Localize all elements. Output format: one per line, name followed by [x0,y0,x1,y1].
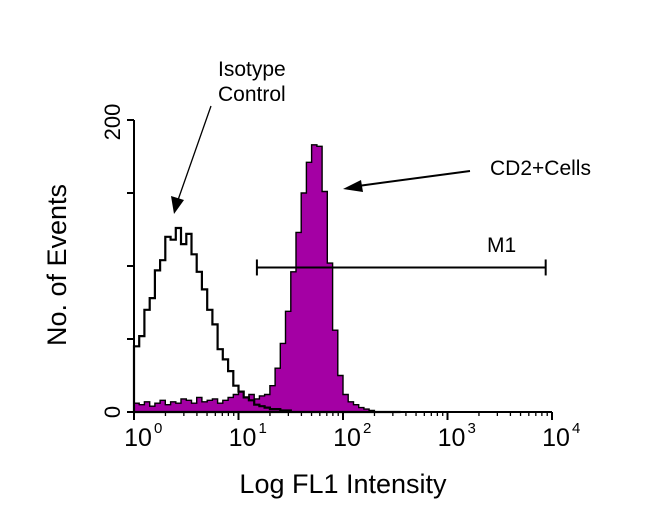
isotype-arrowhead [171,196,184,214]
cd2-arrowhead [343,180,363,192]
axes [127,119,553,420]
y-tick-label-0: 0 [100,406,125,418]
m1-marker: M1 [255,234,547,276]
x-tick-label-exponent: 0 [154,420,162,437]
histogram-cd2-cells [133,144,401,413]
isotype-label-line2: Control [218,83,286,106]
x-tick-label-base: 10 [542,424,570,452]
x-tick-label-base: 10 [124,424,152,452]
y-axis-label: No. of Events [42,184,72,346]
x-tick-label-base: 10 [438,424,466,452]
isotype-arrow [177,105,212,201]
x-tick-label-base: 10 [333,424,361,452]
y-tick-label-200: 200 [100,104,125,141]
x-tick-label-exponent: 4 [572,420,580,437]
cd2-label: CD2+Cells [490,157,591,180]
x-tick-label-base: 10 [229,424,257,452]
isotype-label-line1: Isotype [218,58,286,81]
x-tick-labels: 10 0 10 1 10 2 10 3 10 4 [124,420,580,452]
cd2-annotation: CD2+Cells [343,157,591,192]
isotype-annotation: Isotype Control [171,58,286,214]
histogram-isotype-control [132,226,401,414]
m1-label: M1 [487,234,516,257]
x-tick-label-exponent: 2 [363,420,371,437]
x-axis-label: Log FL1 Intensity [239,469,447,499]
cd2-arrow [357,170,471,187]
x-tick-label-exponent: 1 [259,420,267,437]
x-tick-label-exponent: 3 [468,420,476,437]
